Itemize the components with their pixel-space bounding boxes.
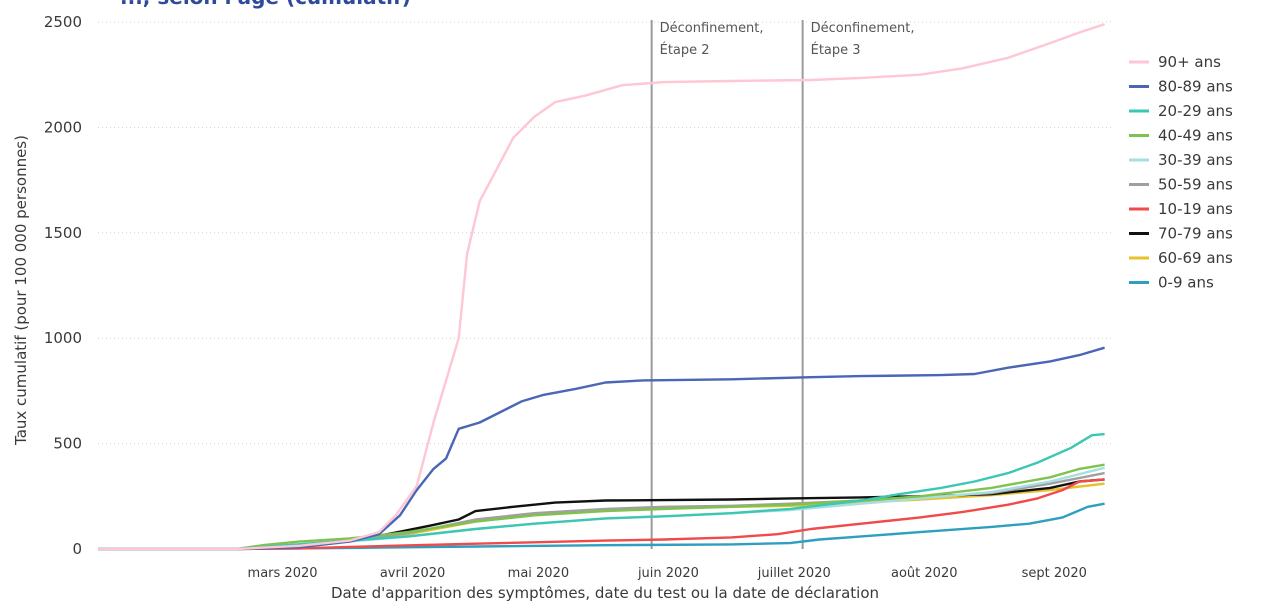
y-tick-label: 1500 <box>44 224 82 242</box>
event-label: Déconfinement, <box>660 21 764 36</box>
legend-item[interactable]: 10-19 ans <box>1129 200 1233 218</box>
x-tick-label: août 2020 <box>891 566 957 581</box>
y-axis-label: Taux cumulatif (pour 100 000 personnes) <box>12 135 30 446</box>
legend-label: 40-49 ans <box>1158 127 1233 145</box>
legend-label: 30-39 ans <box>1158 151 1233 169</box>
event-label: Étape 3 <box>811 42 861 58</box>
x-tick-label: sept 2020 <box>1022 566 1087 581</box>
legend-item[interactable]: 30-39 ans <box>1129 151 1233 169</box>
legend-label: 90+ ans <box>1158 53 1221 71</box>
legend-item[interactable]: 80-89 ans <box>1129 78 1233 96</box>
legend-item[interactable]: 0-9 ans <box>1129 274 1214 292</box>
legend-item[interactable]: 20-29 ans <box>1129 102 1233 120</box>
series-line <box>98 502 1105 551</box>
series-line <box>98 478 1105 551</box>
y-tick-label: 2000 <box>44 118 82 136</box>
legend: 90+ ans 80-89 ans 20-29 ans 40-49 ans 30-39 … <box>1129 53 1233 292</box>
event-label: Étape 2 <box>660 42 710 58</box>
legend-label: 80-89 ans <box>1158 78 1233 96</box>
legend-label: 60-69 ans <box>1158 249 1233 267</box>
legend-item[interactable]: 70-79 ans <box>1129 225 1233 243</box>
x-tick-label: juillet 2020 <box>757 566 831 581</box>
series-line <box>98 463 1105 551</box>
x-axis-ticks: mars 2020 avril 2020 mai 2020 juin 2020 juil… <box>248 566 1087 581</box>
y-tick-label: 0 <box>72 540 82 558</box>
legend-label: 20-29 ans <box>1158 102 1233 120</box>
legend-label: 50-59 ans <box>1158 176 1233 194</box>
y-tick-label: 1000 <box>44 329 82 347</box>
x-axis-label: Date d'apparition des symptômes, date du… <box>331 584 879 602</box>
series-line <box>98 346 1105 551</box>
series-line <box>98 22 1105 551</box>
legend-item[interactable]: 90+ ans <box>1129 53 1221 71</box>
legend-label: 70-79 ans <box>1158 225 1233 243</box>
legend-item[interactable]: 60-69 ans <box>1129 249 1233 267</box>
x-tick-label: mai 2020 <box>508 566 569 581</box>
gridlines <box>98 21 1113 445</box>
legend-label: 0-9 ans <box>1158 274 1214 292</box>
event-markers: Déconfinement, Étape 2 Déconfinement, Étape… <box>650 20 915 549</box>
legend-item[interactable]: 40-49 ans <box>1129 127 1233 145</box>
series-lines <box>98 22 1105 551</box>
x-tick-label: mars 2020 <box>248 566 318 581</box>
x-tick-label: juin 2020 <box>637 566 699 581</box>
y-tick-label: 500 <box>53 435 82 453</box>
x-tick-label: avril 2020 <box>380 566 445 581</box>
legend-item[interactable]: 50-59 ans <box>1129 176 1233 194</box>
y-tick-label: 2500 <box>44 13 82 31</box>
legend-label: 10-19 ans <box>1158 200 1233 218</box>
chart-title-fragment: ..., selon l'âge (cumulatif) <box>120 0 411 9</box>
event-label: Déconfinement, <box>811 21 915 36</box>
y-axis-ticks: 0 500 1000 1500 2000 2500 <box>44 13 82 558</box>
